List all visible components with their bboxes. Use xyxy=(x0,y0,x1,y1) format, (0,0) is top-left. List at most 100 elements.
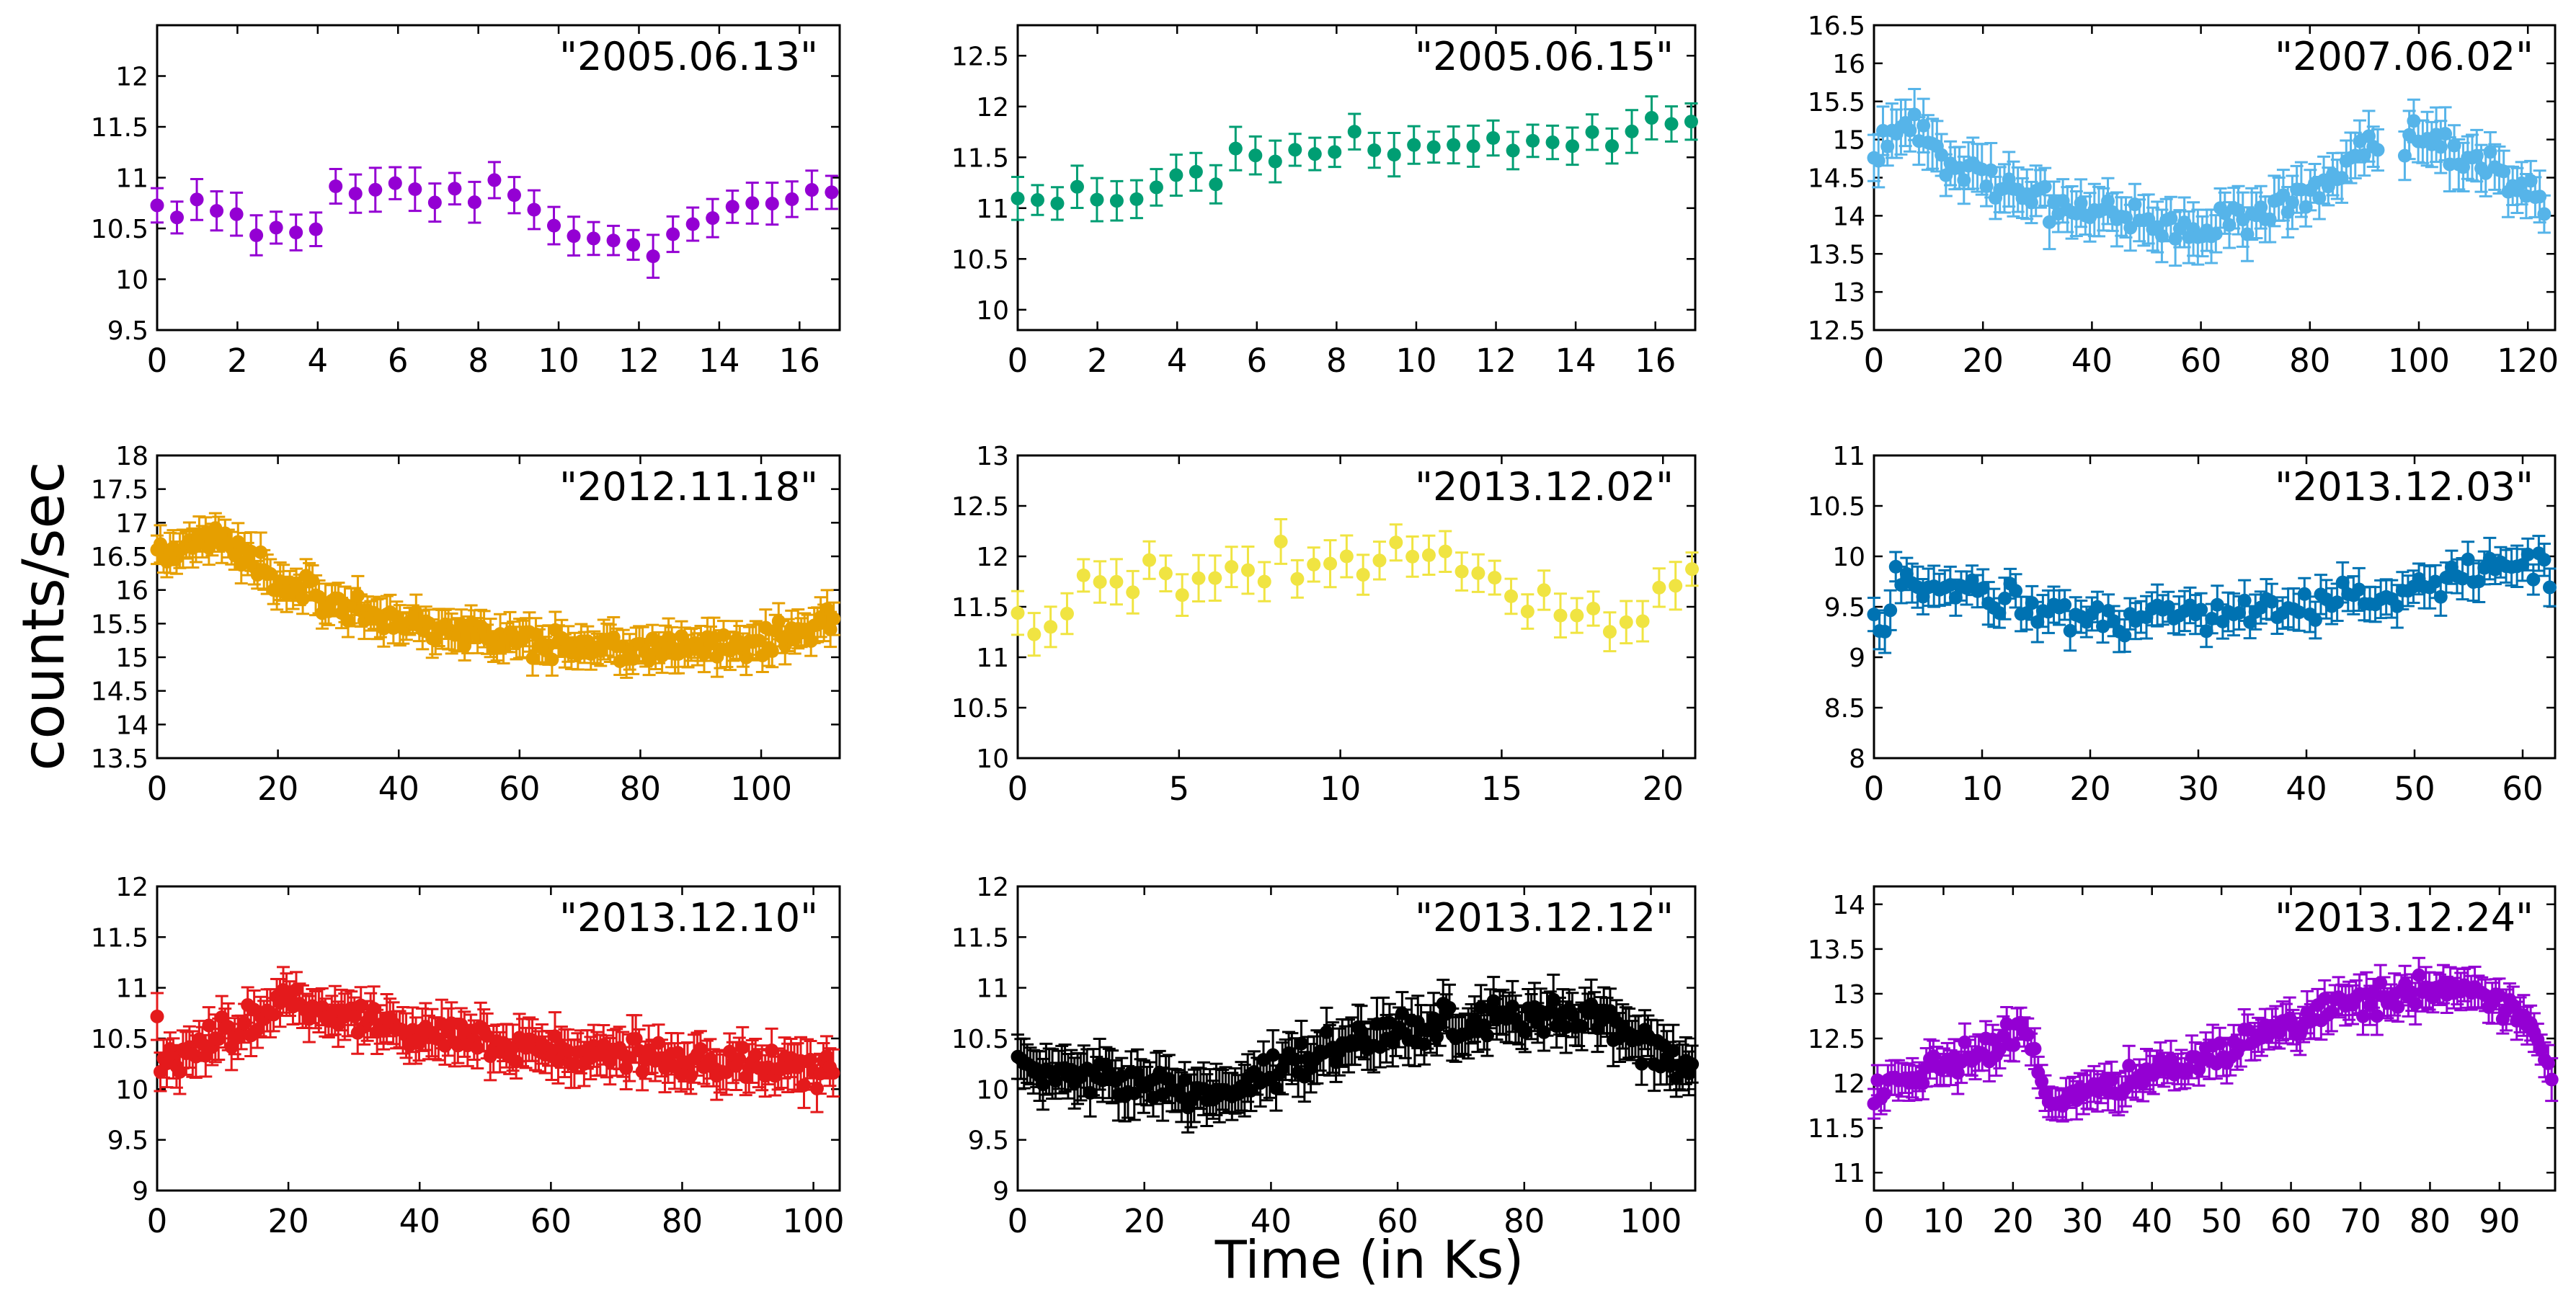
x-tick-label: 4 xyxy=(308,342,329,380)
y-tick-label: 8 xyxy=(1849,744,1865,774)
marker xyxy=(1603,625,1617,639)
data-point xyxy=(666,216,680,252)
marker xyxy=(1422,548,1436,562)
marker xyxy=(270,221,283,234)
x-tick-label: 10 xyxy=(1320,770,1361,808)
y-tick-label: 12 xyxy=(115,873,148,902)
marker xyxy=(827,612,840,626)
marker xyxy=(1288,1053,1302,1067)
data-point xyxy=(1645,97,1658,140)
marker xyxy=(1044,620,1057,633)
marker xyxy=(151,1010,164,1023)
y-tick-label: 11 xyxy=(976,644,1009,673)
marker xyxy=(1090,193,1103,207)
y-tick-label: 10.5 xyxy=(951,1025,1009,1054)
data-point xyxy=(726,191,740,223)
data-point xyxy=(1225,547,1238,587)
y-tick-label: 11.5 xyxy=(91,113,148,143)
marker xyxy=(1685,562,1699,576)
y-tick-label: 16 xyxy=(1832,50,1865,79)
x-tick-label: 2 xyxy=(227,342,248,380)
marker xyxy=(1258,575,1271,589)
marker xyxy=(428,196,442,210)
marker xyxy=(254,546,267,559)
x-tick-label: 10 xyxy=(1395,342,1436,380)
data-point xyxy=(1427,132,1441,163)
x-tick-label: 5 xyxy=(1168,770,1189,808)
y-tick-label: 9 xyxy=(1849,644,1865,673)
data-point xyxy=(1387,133,1401,177)
marker xyxy=(507,188,521,202)
marker xyxy=(547,219,561,233)
data-point xyxy=(1027,613,1041,656)
x-tick-label: 0 xyxy=(1008,1202,1029,1240)
data-point xyxy=(647,235,660,277)
marker xyxy=(1570,609,1584,623)
marker xyxy=(1537,583,1551,597)
data-point xyxy=(745,182,759,223)
x-tick-label: 12 xyxy=(618,342,659,380)
marker xyxy=(826,1066,840,1080)
data-point xyxy=(349,174,363,213)
marker xyxy=(1471,566,1485,580)
panel-title: "2013.12.12" xyxy=(1415,895,1674,940)
marker xyxy=(629,1032,643,1046)
marker xyxy=(329,179,342,193)
y-tick-label: 9 xyxy=(992,1177,1009,1206)
marker xyxy=(1439,545,1452,559)
y-tick-label: 13.5 xyxy=(1808,240,1865,270)
marker xyxy=(626,238,640,252)
data-point xyxy=(1274,520,1288,564)
data-point xyxy=(1664,107,1678,142)
y-tick-label: 10.5 xyxy=(1808,492,1865,522)
data-point xyxy=(1290,560,1304,597)
x-tick-label: 40 xyxy=(399,1202,440,1240)
data-point xyxy=(468,182,481,223)
marker xyxy=(1274,535,1288,548)
marker xyxy=(2058,598,2071,612)
marker xyxy=(1348,125,1362,138)
marker xyxy=(1269,155,1282,169)
x-tick-label: 60 xyxy=(499,770,540,808)
data-point xyxy=(1060,593,1074,633)
x-tick-label: 0 xyxy=(1864,342,1885,380)
data-series xyxy=(1867,89,2551,265)
y-tick-label: 12 xyxy=(976,543,1009,572)
marker xyxy=(388,177,402,190)
y-tick-label: 10 xyxy=(1832,543,1865,572)
data-point xyxy=(1150,169,1163,206)
data-point xyxy=(1570,598,1584,633)
y-tick-label: 9.5 xyxy=(107,1126,148,1156)
data-point xyxy=(1636,601,1650,641)
data-point xyxy=(210,191,223,230)
marker xyxy=(190,192,204,206)
y-tick-label: 14.5 xyxy=(91,677,148,707)
data-point xyxy=(1356,555,1370,595)
x-tick-label: 12 xyxy=(1475,342,1516,380)
marker xyxy=(1486,131,1500,145)
y-tick-label: 10 xyxy=(976,296,1009,326)
y-tick-label: 9.5 xyxy=(1824,593,1865,623)
x-tick-label: 100 xyxy=(730,770,792,808)
y-tick-label: 8.5 xyxy=(1824,694,1865,724)
marker xyxy=(1526,134,1540,148)
data-point xyxy=(765,183,779,225)
y-tick-label: 12 xyxy=(976,873,1009,902)
data-point xyxy=(1620,601,1633,644)
marker xyxy=(1367,143,1381,157)
y-tick-label: 9.5 xyxy=(107,316,148,346)
marker xyxy=(1288,143,1302,156)
x-tick-label: 8 xyxy=(468,342,489,380)
marker xyxy=(1060,607,1074,620)
marker xyxy=(2309,613,2322,627)
marker xyxy=(2526,573,2540,587)
data-point xyxy=(686,208,700,241)
y-tick-label: 11.5 xyxy=(951,143,1009,173)
x-tick-label: 14 xyxy=(1555,342,1596,380)
data-point xyxy=(1526,125,1540,157)
x-tick-label: 10 xyxy=(1961,770,2002,808)
marker xyxy=(607,233,621,247)
